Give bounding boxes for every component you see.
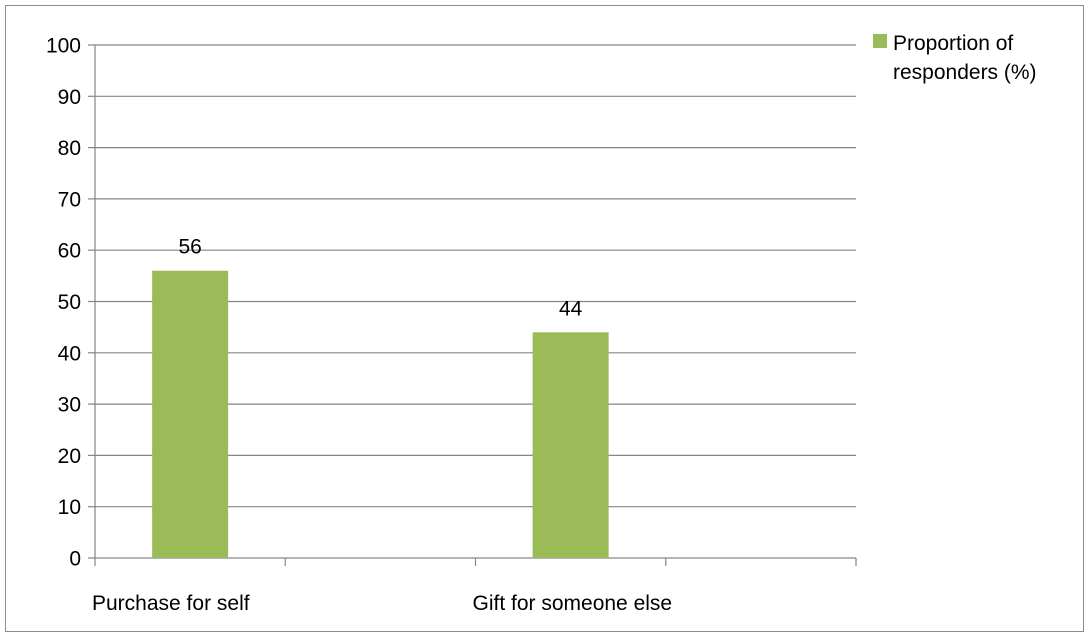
data-labels: 56 44 [178,236,582,321]
y-tick-label: 100 [46,35,81,58]
legend-swatch [873,34,887,48]
data-label: 56 [178,236,201,259]
legend-label-line-2: responders (%) [893,61,1037,84]
y-tick-label: 80 [58,137,81,160]
legend-label-line-1: Proportion of [893,32,1013,55]
category-label: Gift for someone else [473,592,673,615]
y-tick-label: 70 [58,188,81,211]
y-tick-label: 40 [58,342,81,365]
x-tick-marks [94,558,857,566]
bar [152,270,229,558]
y-tick-label: 60 [58,240,81,263]
y-tick-labels: 0 10 20 30 40 50 60 70 80 90 100 [46,35,95,571]
legend: Proportion of responders (%) [873,32,1037,84]
y-tick-label: 90 [58,86,81,109]
y-tick-label: 10 [58,496,81,519]
category-label: Purchase for self [92,592,250,615]
bar [532,332,609,558]
category-labels: Purchase for self Gift for someone else [92,592,672,615]
y-tick-label: 30 [58,394,81,417]
y-tick-label: 0 [69,548,81,571]
y-tick-label: 20 [58,445,81,468]
data-label: 44 [559,297,583,320]
bars [152,270,609,558]
y-tick-label: 50 [58,291,81,314]
